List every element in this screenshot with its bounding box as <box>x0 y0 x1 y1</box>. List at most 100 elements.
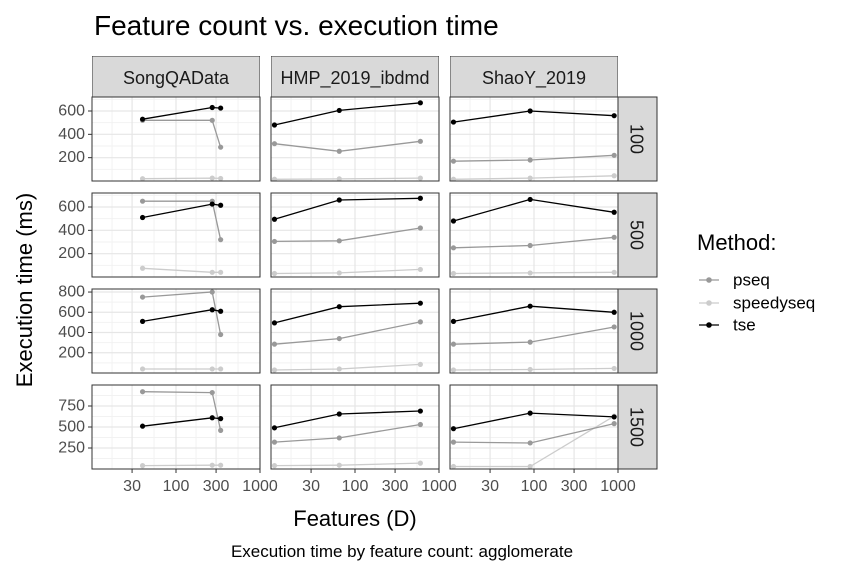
series-group <box>139 289 224 372</box>
data-point-tse <box>417 100 423 106</box>
data-point-tse <box>271 216 278 222</box>
data-point-pseq <box>139 294 146 300</box>
data-point-speedyseq <box>417 266 423 273</box>
data-point-tse <box>209 201 215 207</box>
y-tick-label: 400 <box>58 126 85 143</box>
data-point-speedyseq <box>139 176 146 181</box>
panel-hmp-2019-ibdmd-1500 <box>270 384 440 470</box>
legend-label: tse <box>733 316 756 335</box>
data-point-pseq <box>218 237 224 243</box>
y-tick-label: 600 <box>58 304 85 321</box>
panel-border <box>449 192 619 278</box>
data-point-speedyseq <box>611 269 617 275</box>
data-point-speedyseq <box>139 265 146 271</box>
legend-title: Method: <box>697 230 777 255</box>
data-point-tse <box>336 107 342 114</box>
series-group <box>139 104 224 181</box>
legend-item-tse: tse <box>699 316 756 335</box>
data-point-speedyseq <box>417 175 423 181</box>
data-point-tse <box>450 426 457 432</box>
strip-label: 100 <box>627 124 647 154</box>
panel-songqadata-1000 <box>91 288 261 374</box>
strip-background <box>615 96 658 182</box>
panel-shaoy-2019-1500 <box>449 384 619 470</box>
data-point-speedyseq <box>336 462 342 468</box>
facet-strip-row-100: 100 <box>615 96 658 182</box>
series-group <box>139 389 224 469</box>
data-point-speedyseq <box>271 270 278 277</box>
data-point-speedyseq <box>450 367 457 373</box>
y-tick-label: 200 <box>58 149 85 166</box>
panel-hmp-2019-ibdmd-1000 <box>270 288 440 374</box>
data-point-pseq <box>218 427 224 433</box>
x-tick-label: 30 <box>302 478 320 495</box>
data-point-pseq <box>611 152 617 158</box>
facet-strip-row-500: 500 <box>615 192 658 278</box>
strip-label: 1500 <box>627 407 647 447</box>
data-point-speedyseq <box>527 366 533 373</box>
legend-label: pseq <box>733 271 770 290</box>
data-point-speedyseq <box>417 361 423 367</box>
legend: Method: pseq speedyseq tse <box>697 230 815 335</box>
data-point-pseq <box>527 157 533 163</box>
data-point-speedyseq <box>218 269 224 275</box>
data-point-tse <box>417 195 423 201</box>
data-point-pseq <box>336 435 342 441</box>
panel-border <box>270 192 440 278</box>
data-point-tse <box>417 300 423 306</box>
data-point-tse <box>450 318 457 324</box>
data-point-tse <box>139 423 146 429</box>
legend-item-speedyseq: speedyseq <box>699 294 815 313</box>
data-point-pseq <box>336 148 342 154</box>
data-point-tse <box>611 309 617 315</box>
y-tick-label: 400 <box>58 222 85 239</box>
data-point-speedyseq <box>450 270 457 277</box>
strip-label: 500 <box>627 220 647 250</box>
strip-label: 1000 <box>627 311 647 351</box>
strip-label: HMP_2019_ibdmd <box>280 68 429 89</box>
y-axis-title: Execution time (ms) <box>12 193 37 387</box>
data-point-speedyseq <box>611 365 617 372</box>
data-point-pseq <box>336 238 342 244</box>
strip-background <box>615 288 658 374</box>
panel-border <box>91 288 261 374</box>
panel-shaoy-2019-100 <box>449 96 619 182</box>
panel-border <box>449 96 619 182</box>
strip-label: ShaoY_2019 <box>482 68 586 89</box>
data-point-speedyseq <box>336 176 342 181</box>
data-point-speedyseq <box>336 366 342 372</box>
legend-label: speedyseq <box>733 294 815 313</box>
data-point-speedyseq <box>271 367 278 373</box>
data-point-speedyseq <box>218 175 224 181</box>
series-group <box>450 108 617 181</box>
strip-background <box>615 384 658 470</box>
data-point-tse <box>218 105 224 111</box>
facet-strip-hmp-2019-ibdmd: HMP_2019_ibdmd <box>271 56 439 97</box>
x-tick-label: 100 <box>521 478 548 495</box>
data-point-speedyseq <box>527 463 533 469</box>
data-point-pseq <box>450 341 457 347</box>
data-point-pseq <box>527 242 533 249</box>
data-point-tse <box>611 113 617 119</box>
x-axis-title: Features (D) <box>293 506 416 531</box>
legend-key-point <box>706 322 712 328</box>
plot-area: SongQAData HMP_2019_ibdmd ShaoY_2019 100 500… <box>58 56 658 495</box>
data-point-speedyseq <box>139 366 146 372</box>
data-point-speedyseq <box>611 173 617 179</box>
data-point-pseq <box>527 339 533 345</box>
panel-shaoy-2019-500 <box>449 192 619 278</box>
data-point-tse <box>527 196 533 203</box>
data-point-tse <box>271 122 278 128</box>
legend-key-point <box>706 300 712 306</box>
y-tick-label: 200 <box>58 344 85 361</box>
data-point-tse <box>450 119 457 125</box>
data-point-tse <box>218 416 224 422</box>
data-point-pseq <box>450 158 457 164</box>
data-point-pseq <box>271 341 278 347</box>
x-tick-label: 300 <box>561 478 588 495</box>
x-tick-label: 1000 <box>600 478 636 495</box>
data-point-tse <box>139 214 146 221</box>
data-point-speedyseq <box>209 462 215 468</box>
data-point-pseq <box>527 440 533 446</box>
y-tick-label: 400 <box>58 324 85 341</box>
